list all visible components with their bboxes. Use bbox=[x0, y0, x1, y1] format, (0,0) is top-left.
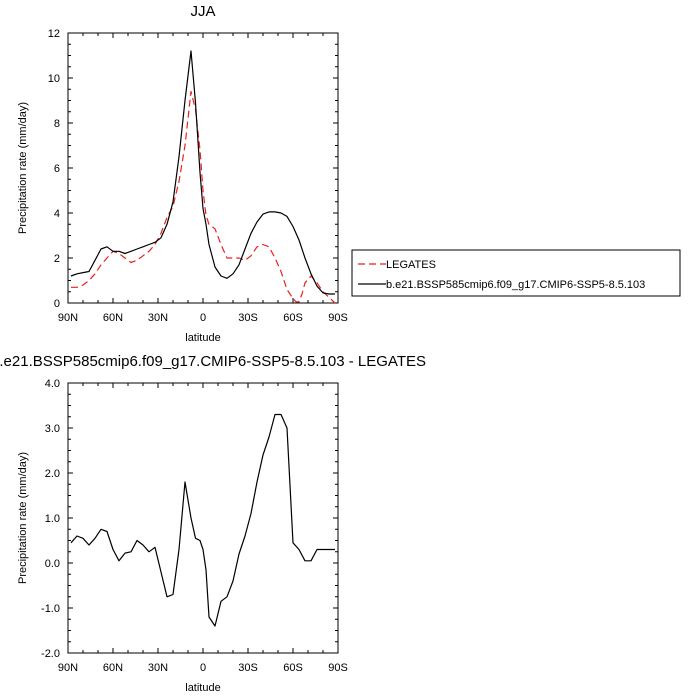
y-tick-label: 8 bbox=[54, 118, 60, 130]
series-line-b-e21-bssp585cmip6-f09-g17-cmip6-ssp5-8-5-103 bbox=[70, 50, 335, 295]
bottom-chart-difference: b.e21.BSSP585cmip6.f09_g17.CMIP6-SSP5-8.… bbox=[0, 353, 426, 694]
y-axis-label: Precipitation rate (mm/day) bbox=[17, 452, 29, 584]
x-axis-label: latitude bbox=[185, 332, 220, 344]
y-tick-label: 0.0 bbox=[45, 558, 60, 570]
x-tick-label: 0 bbox=[200, 662, 206, 674]
y-tick-label: 4.0 bbox=[45, 378, 60, 390]
x-tick-label: 30S bbox=[238, 662, 258, 674]
x-tick-label: 60N bbox=[103, 312, 123, 324]
y-tick-label: 12 bbox=[48, 28, 60, 40]
plot-frame bbox=[67, 32, 339, 304]
y-tick-label: 2.0 bbox=[45, 468, 60, 480]
x-tick-label: 30S bbox=[238, 312, 258, 324]
y-tick-label: 4 bbox=[54, 208, 60, 220]
y-tick-label: -2.0 bbox=[41, 648, 60, 660]
legend-box bbox=[351, 249, 681, 297]
x-tick-label: 0 bbox=[200, 312, 206, 324]
series-line-legates bbox=[71, 90, 336, 304]
y-tick-label: 10 bbox=[48, 73, 60, 85]
x-tick-label: 60S bbox=[283, 662, 303, 674]
y-tick-label: 3.0 bbox=[45, 423, 60, 435]
top-chart-jja: JJA 0 2 4 6 8 10 12 90N 60N 30N 0 30S 60S 90S latitude P… bbox=[17, 3, 681, 344]
legend-entry: LEGATES bbox=[386, 259, 436, 271]
plot-frame bbox=[67, 382, 339, 654]
chart-title: JJA bbox=[190, 3, 215, 20]
x-tick-label: 60N bbox=[103, 662, 123, 674]
x-tick-label: 90S bbox=[328, 662, 348, 674]
x-tick-label: 60S bbox=[283, 312, 303, 324]
legend-entry: b.e21.BSSP585cmip6.f09_g17.CMIP6-SSP5-8.… bbox=[386, 279, 645, 291]
legend: LEGATES b.e21.BSSP585cmip6.f09_g17.CMIP6-… bbox=[351, 249, 681, 297]
y-axis-label: Precipitation rate (mm/day) bbox=[17, 102, 29, 234]
x-tick-label: 30N bbox=[148, 662, 168, 674]
y-tick-label: 0 bbox=[54, 298, 60, 310]
x-axis-label: latitude bbox=[185, 682, 220, 694]
series-line-difference bbox=[70, 413, 335, 627]
x-tick-label: 90N bbox=[58, 662, 78, 674]
y-tick-label: 2 bbox=[54, 253, 60, 265]
y-tick-label: 1.0 bbox=[45, 513, 60, 525]
chart-title: b.e21.BSSP585cmip6.f09_g17.CMIP6-SSP5-8.… bbox=[0, 353, 426, 370]
x-tick-label: 90S bbox=[328, 312, 348, 324]
y-tick-label: -1.0 bbox=[41, 603, 60, 615]
y-tick-label: 6 bbox=[54, 163, 60, 175]
x-tick-label: 90N bbox=[58, 312, 78, 324]
x-tick-label: 30N bbox=[148, 312, 168, 324]
